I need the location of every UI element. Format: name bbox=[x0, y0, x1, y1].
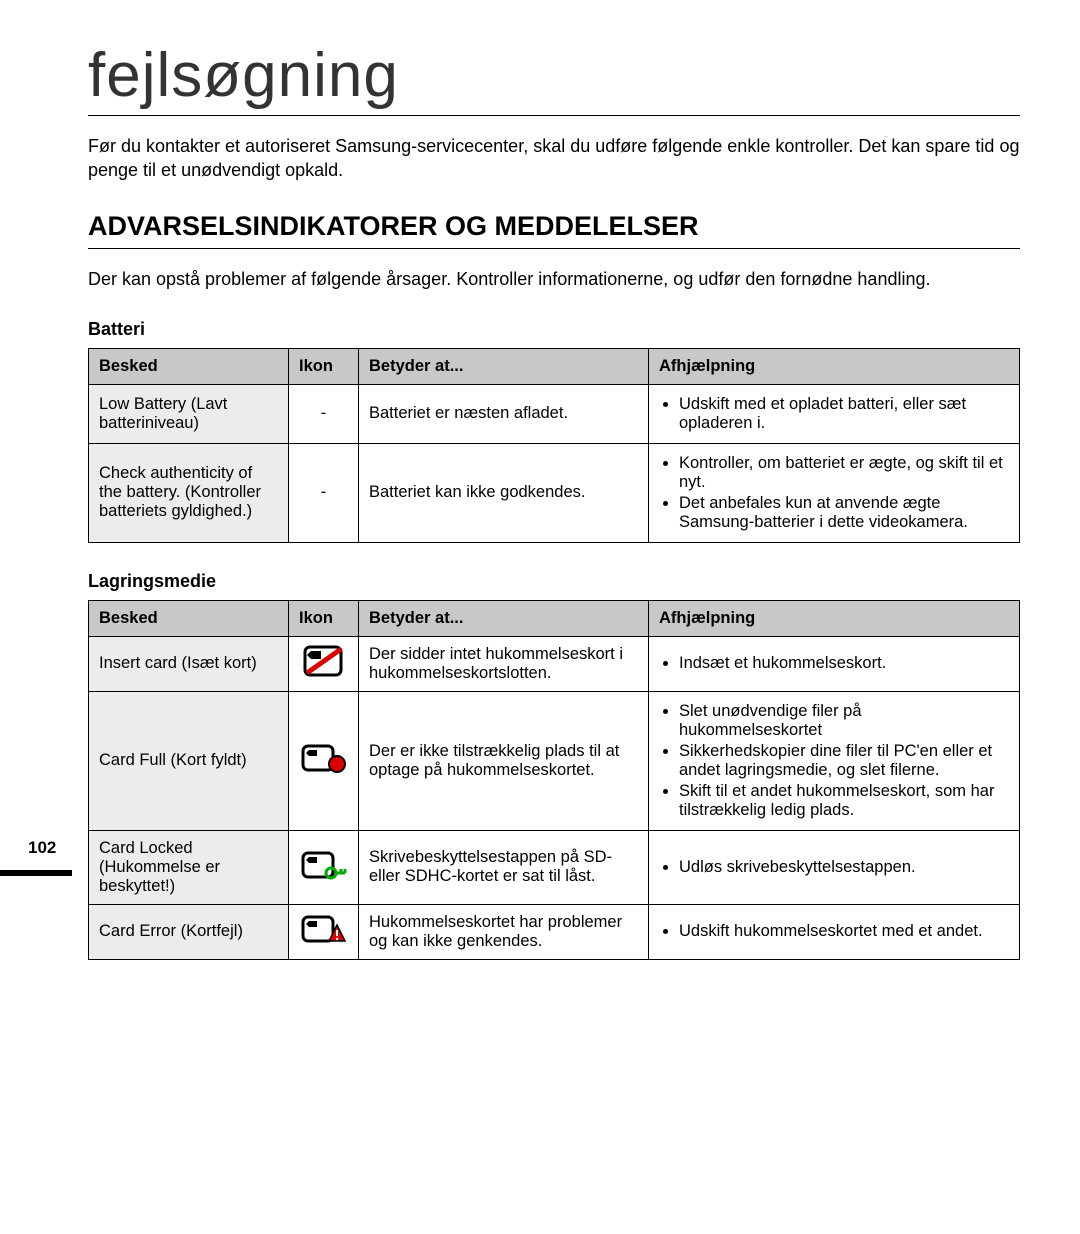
icon-cell: - bbox=[289, 384, 359, 443]
message-cell: Card Full (Kort fyldt) bbox=[89, 691, 289, 830]
card-error-icon bbox=[301, 911, 347, 947]
page-title: fejlsøgning bbox=[88, 40, 1020, 116]
table-title-storage: Lagringsmedie bbox=[88, 571, 1020, 592]
remedy-cell: Udskift hukommelseskortet med et andet. bbox=[649, 904, 1020, 959]
means-cell: Skrivebeskyttelsestappen på SD- eller SD… bbox=[359, 830, 649, 904]
storage-table: Besked Ikon Betyder at... Afhjælpning In… bbox=[88, 600, 1020, 960]
table-row: Insert card (Isæt kort) Der sidder intet… bbox=[89, 636, 1020, 691]
table-row: Card Full (Kort fyldt) Der er ikke tilst… bbox=[89, 691, 1020, 830]
means-cell: Der sidder intet hukommelseskort i hukom… bbox=[359, 636, 649, 691]
message-cell: Check authenticity of the battery. (Kont… bbox=[89, 443, 289, 542]
table-row: Card Error (Kortfejl) Hukommelseskortet … bbox=[89, 904, 1020, 959]
card-locked-icon bbox=[301, 847, 347, 883]
remedy-item: Indsæt et hukommelseskort. bbox=[679, 654, 1009, 673]
icon-cell: - bbox=[289, 443, 359, 542]
message-cell: Low Battery (Lavt batteriniveau) bbox=[89, 384, 289, 443]
remedy-item: Udløs skrivebeskyttelsestappen. bbox=[679, 858, 1009, 877]
table-title-battery: Batteri bbox=[88, 319, 1020, 340]
col-message: Besked bbox=[89, 600, 289, 636]
remedy-item: Slet unødvendige filer på hukommelseskor… bbox=[679, 702, 1009, 740]
col-means: Betyder at... bbox=[359, 600, 649, 636]
card-missing-icon bbox=[301, 643, 347, 679]
section-title: ADVARSELSINDIKATORER OG MEDDELELSER bbox=[88, 211, 1020, 249]
col-means: Betyder at... bbox=[359, 348, 649, 384]
col-icon: Ikon bbox=[289, 600, 359, 636]
remedy-cell: Indsæt et hukommelseskort. bbox=[649, 636, 1020, 691]
remedy-item: Sikkerhedskopier dine filer til PC'en el… bbox=[679, 742, 1009, 780]
col-remedy: Afhjælpning bbox=[649, 600, 1020, 636]
message-cell: Card Locked (Hukommelse er beskyttet!) bbox=[89, 830, 289, 904]
icon-cell bbox=[289, 691, 359, 830]
col-icon: Ikon bbox=[289, 348, 359, 384]
means-cell: Batteriet kan ikke godkendes. bbox=[359, 443, 649, 542]
remedy-item: Det anbefales kun at anvende ægte Samsun… bbox=[679, 494, 1009, 532]
battery-table: Besked Ikon Betyder at... Afhjælpning Lo… bbox=[88, 348, 1020, 543]
remedy-cell: Kontroller, om batteriet er ægte, og ski… bbox=[649, 443, 1020, 542]
message-cell: Card Error (Kortfejl) bbox=[89, 904, 289, 959]
message-cell: Insert card (Isæt kort) bbox=[89, 636, 289, 691]
intro-text: Før du kontakter et autoriseret Samsung-… bbox=[88, 134, 1020, 183]
card-full-icon bbox=[301, 740, 347, 776]
col-remedy: Afhjælpning bbox=[649, 348, 1020, 384]
table-row: Card Locked (Hukommelse er beskyttet!) S… bbox=[89, 830, 1020, 904]
page-number: 102 bbox=[28, 838, 56, 858]
section-intro: Der kan opstå problemer af følgende årsa… bbox=[88, 267, 1020, 291]
means-cell: Batteriet er næsten afladet. bbox=[359, 384, 649, 443]
means-cell: Hukommelseskortet har problemer og kan i… bbox=[359, 904, 649, 959]
table-row: Check authenticity of the battery. (Kont… bbox=[89, 443, 1020, 542]
footer-bar bbox=[0, 870, 72, 876]
table-row: Low Battery (Lavt batteriniveau) - Batte… bbox=[89, 384, 1020, 443]
remedy-item: Udskift hukommelseskortet med et andet. bbox=[679, 922, 1009, 941]
remedy-cell: Slet unødvendige filer på hukommelseskor… bbox=[649, 691, 1020, 830]
remedy-item: Skift til et andet hukommelseskort, som … bbox=[679, 782, 1009, 820]
icon-cell bbox=[289, 904, 359, 959]
remedy-item: Udskift med et opladet batteri, eller sæ… bbox=[679, 395, 1009, 433]
icon-cell bbox=[289, 636, 359, 691]
col-message: Besked bbox=[89, 348, 289, 384]
remedy-cell: Udskift med et opladet batteri, eller sæ… bbox=[649, 384, 1020, 443]
remedy-item: Kontroller, om batteriet er ægte, og ski… bbox=[679, 454, 1009, 492]
icon-cell bbox=[289, 830, 359, 904]
remedy-cell: Udløs skrivebeskyttelsestappen. bbox=[649, 830, 1020, 904]
means-cell: Der er ikke tilstrækkelig plads til at o… bbox=[359, 691, 649, 830]
